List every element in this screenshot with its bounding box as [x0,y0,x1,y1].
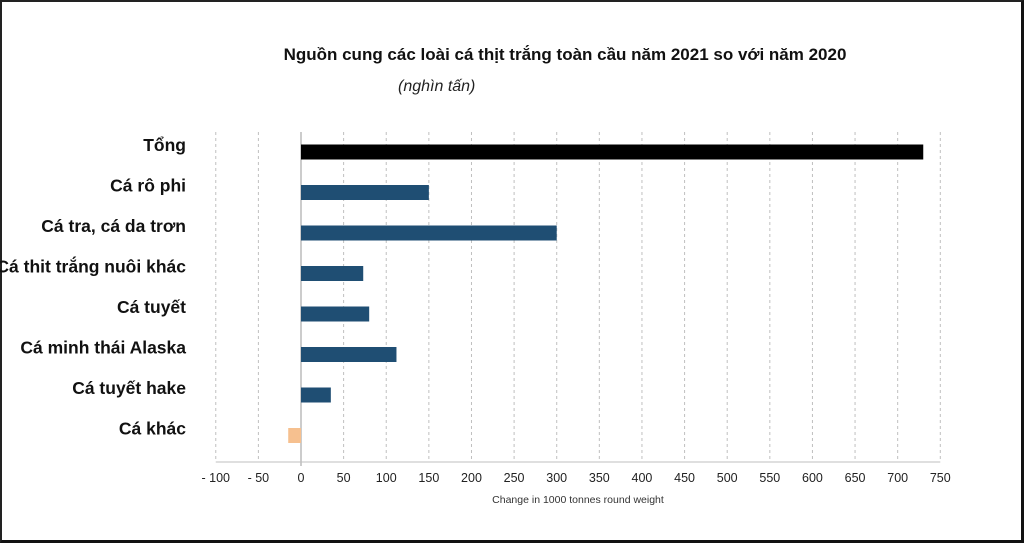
x-tick-label: 600 [802,471,823,485]
x-tick-label: 550 [759,471,780,485]
x-tick-label: 450 [674,471,695,485]
bar [301,347,397,362]
category-label: Cá tuyết hake [72,378,186,398]
gridlines [215,132,941,462]
bar [301,185,429,200]
category-label: Cá tuyết [117,297,186,317]
x-tick-label: - 100 [202,471,231,485]
bar [301,225,557,241]
chart-subtitle: (nghìn tấn) [398,78,476,95]
x-tick-label: 400 [632,471,653,485]
x-tick-label: 350 [589,471,610,485]
category-label: Tổng [143,135,186,155]
x-tick-labels: - 100 - 50 0 50 100 150 200 250 300 350 400 450 500 5… [202,471,951,485]
x-tick-label: 650 [845,471,866,485]
axes [215,132,941,466]
category-label: Cá thit trắng nuôi khác [0,256,186,277]
bar [301,266,364,281]
x-tick-label: 200 [461,471,482,485]
bar [301,144,924,160]
bar [288,428,301,443]
category-label: Cá rô phi [110,176,186,196]
x-axis-title: Change in 1000 tonnes round weight [492,494,664,506]
x-tick-label: 500 [717,471,738,485]
x-tick-label: 100 [376,471,397,485]
x-tick-label: 0 [298,471,305,485]
bar [301,306,370,322]
x-tick-label: 750 [930,471,951,485]
bar [301,387,331,403]
x-tick-label: - 50 [248,471,270,485]
category-label: Cá tra, cá da trơn [41,216,186,236]
category-labels: Tổng Cá rô phi Cá tra, cá da trơn Cá thit t… [0,135,186,439]
x-tick-label: 250 [504,471,525,485]
bars [288,144,924,443]
chart-title: Nguồn cung các loài cá thịt trắng toàn c… [283,45,847,64]
x-tick-label: 700 [887,471,908,485]
x-tick-label: 300 [546,471,567,485]
x-tick-label: 150 [418,471,439,485]
category-label: Cá khác [119,419,186,439]
x-tick-label: 50 [337,471,351,485]
category-label: Cá minh thái Alaska [20,338,186,358]
